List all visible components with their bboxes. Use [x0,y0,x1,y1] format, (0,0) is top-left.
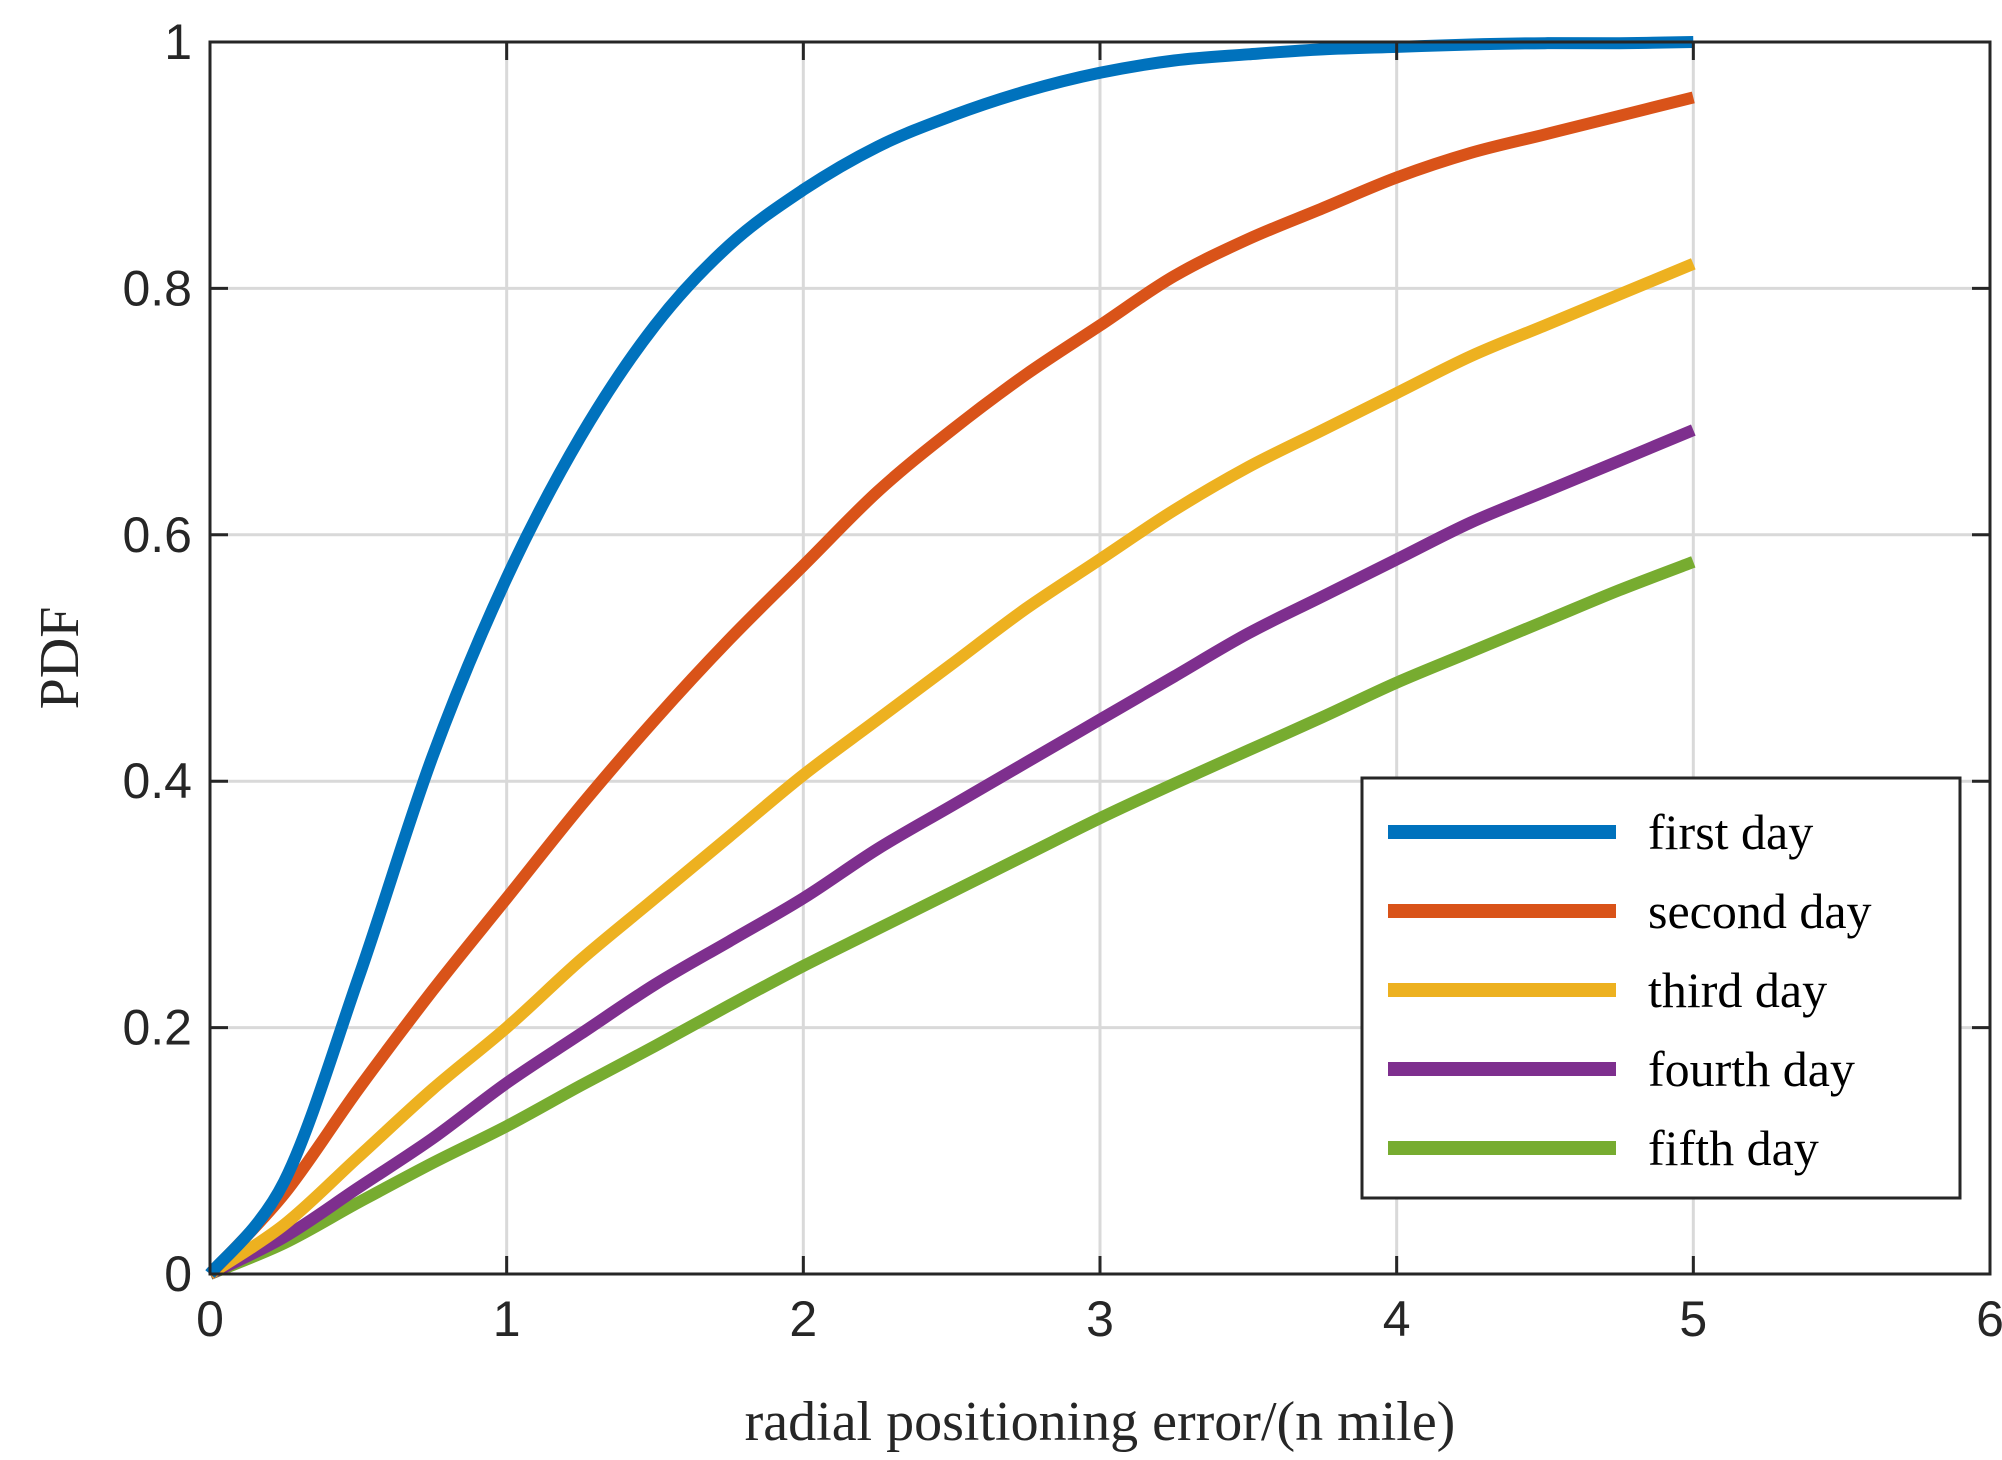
x-axis-label: radial positioning error/(n mile) [745,1391,1456,1453]
series-line-third-day [206,258,1696,1280]
legend-item: fifth day [1388,1120,1819,1176]
y-tick-label: 0.2 [122,1000,192,1056]
x-tick-label: 1 [493,1291,521,1347]
x-tick-label: 5 [1679,1291,1707,1347]
x-tick-label: 0 [196,1291,224,1347]
x-tick-label: 6 [1976,1291,2002,1347]
legend-label: first day [1648,804,1813,860]
legend-item: fourth day [1388,1041,1855,1097]
legend-items: first day second day third day fourth day fi… [1388,804,1872,1176]
axis-ticks [208,40,1992,1276]
legend-item: third day [1388,962,1827,1018]
y-tick-label: 0.8 [122,260,192,316]
y-tick-label: 1 [164,14,192,70]
series-line-first-day [205,36,1694,1278]
x-tick-labels: 0 1 2 3 4 5 6 [196,1291,2002,1347]
y-tick-label: 0.6 [122,507,192,563]
x-tick-label: 3 [1086,1291,1114,1347]
legend-label: second day [1648,883,1872,939]
x-tick-label: 2 [789,1291,817,1347]
series-line-fourth-day [207,424,1696,1280]
y-axis-label: PDF [29,607,91,710]
series-layer [205,36,1696,1280]
y-tick-labels: 0 0.2 0.4 0.6 0.8 1 [122,14,192,1302]
y-tick-label: 0.4 [122,753,192,809]
series-line-fifth-day [207,556,1696,1280]
legend-item: first day [1388,804,1813,860]
x-tick-label: 4 [1383,1291,1411,1347]
legend-item: second day [1388,883,1872,939]
legend-label: fifth day [1648,1120,1819,1176]
legend-label: third day [1648,962,1827,1018]
legend: first day second day third day fourth day fi… [1360,776,1962,1200]
legend-label: fourth day [1648,1041,1855,1097]
y-tick-label: 0 [164,1246,192,1302]
series-line-second-day [205,91,1695,1279]
